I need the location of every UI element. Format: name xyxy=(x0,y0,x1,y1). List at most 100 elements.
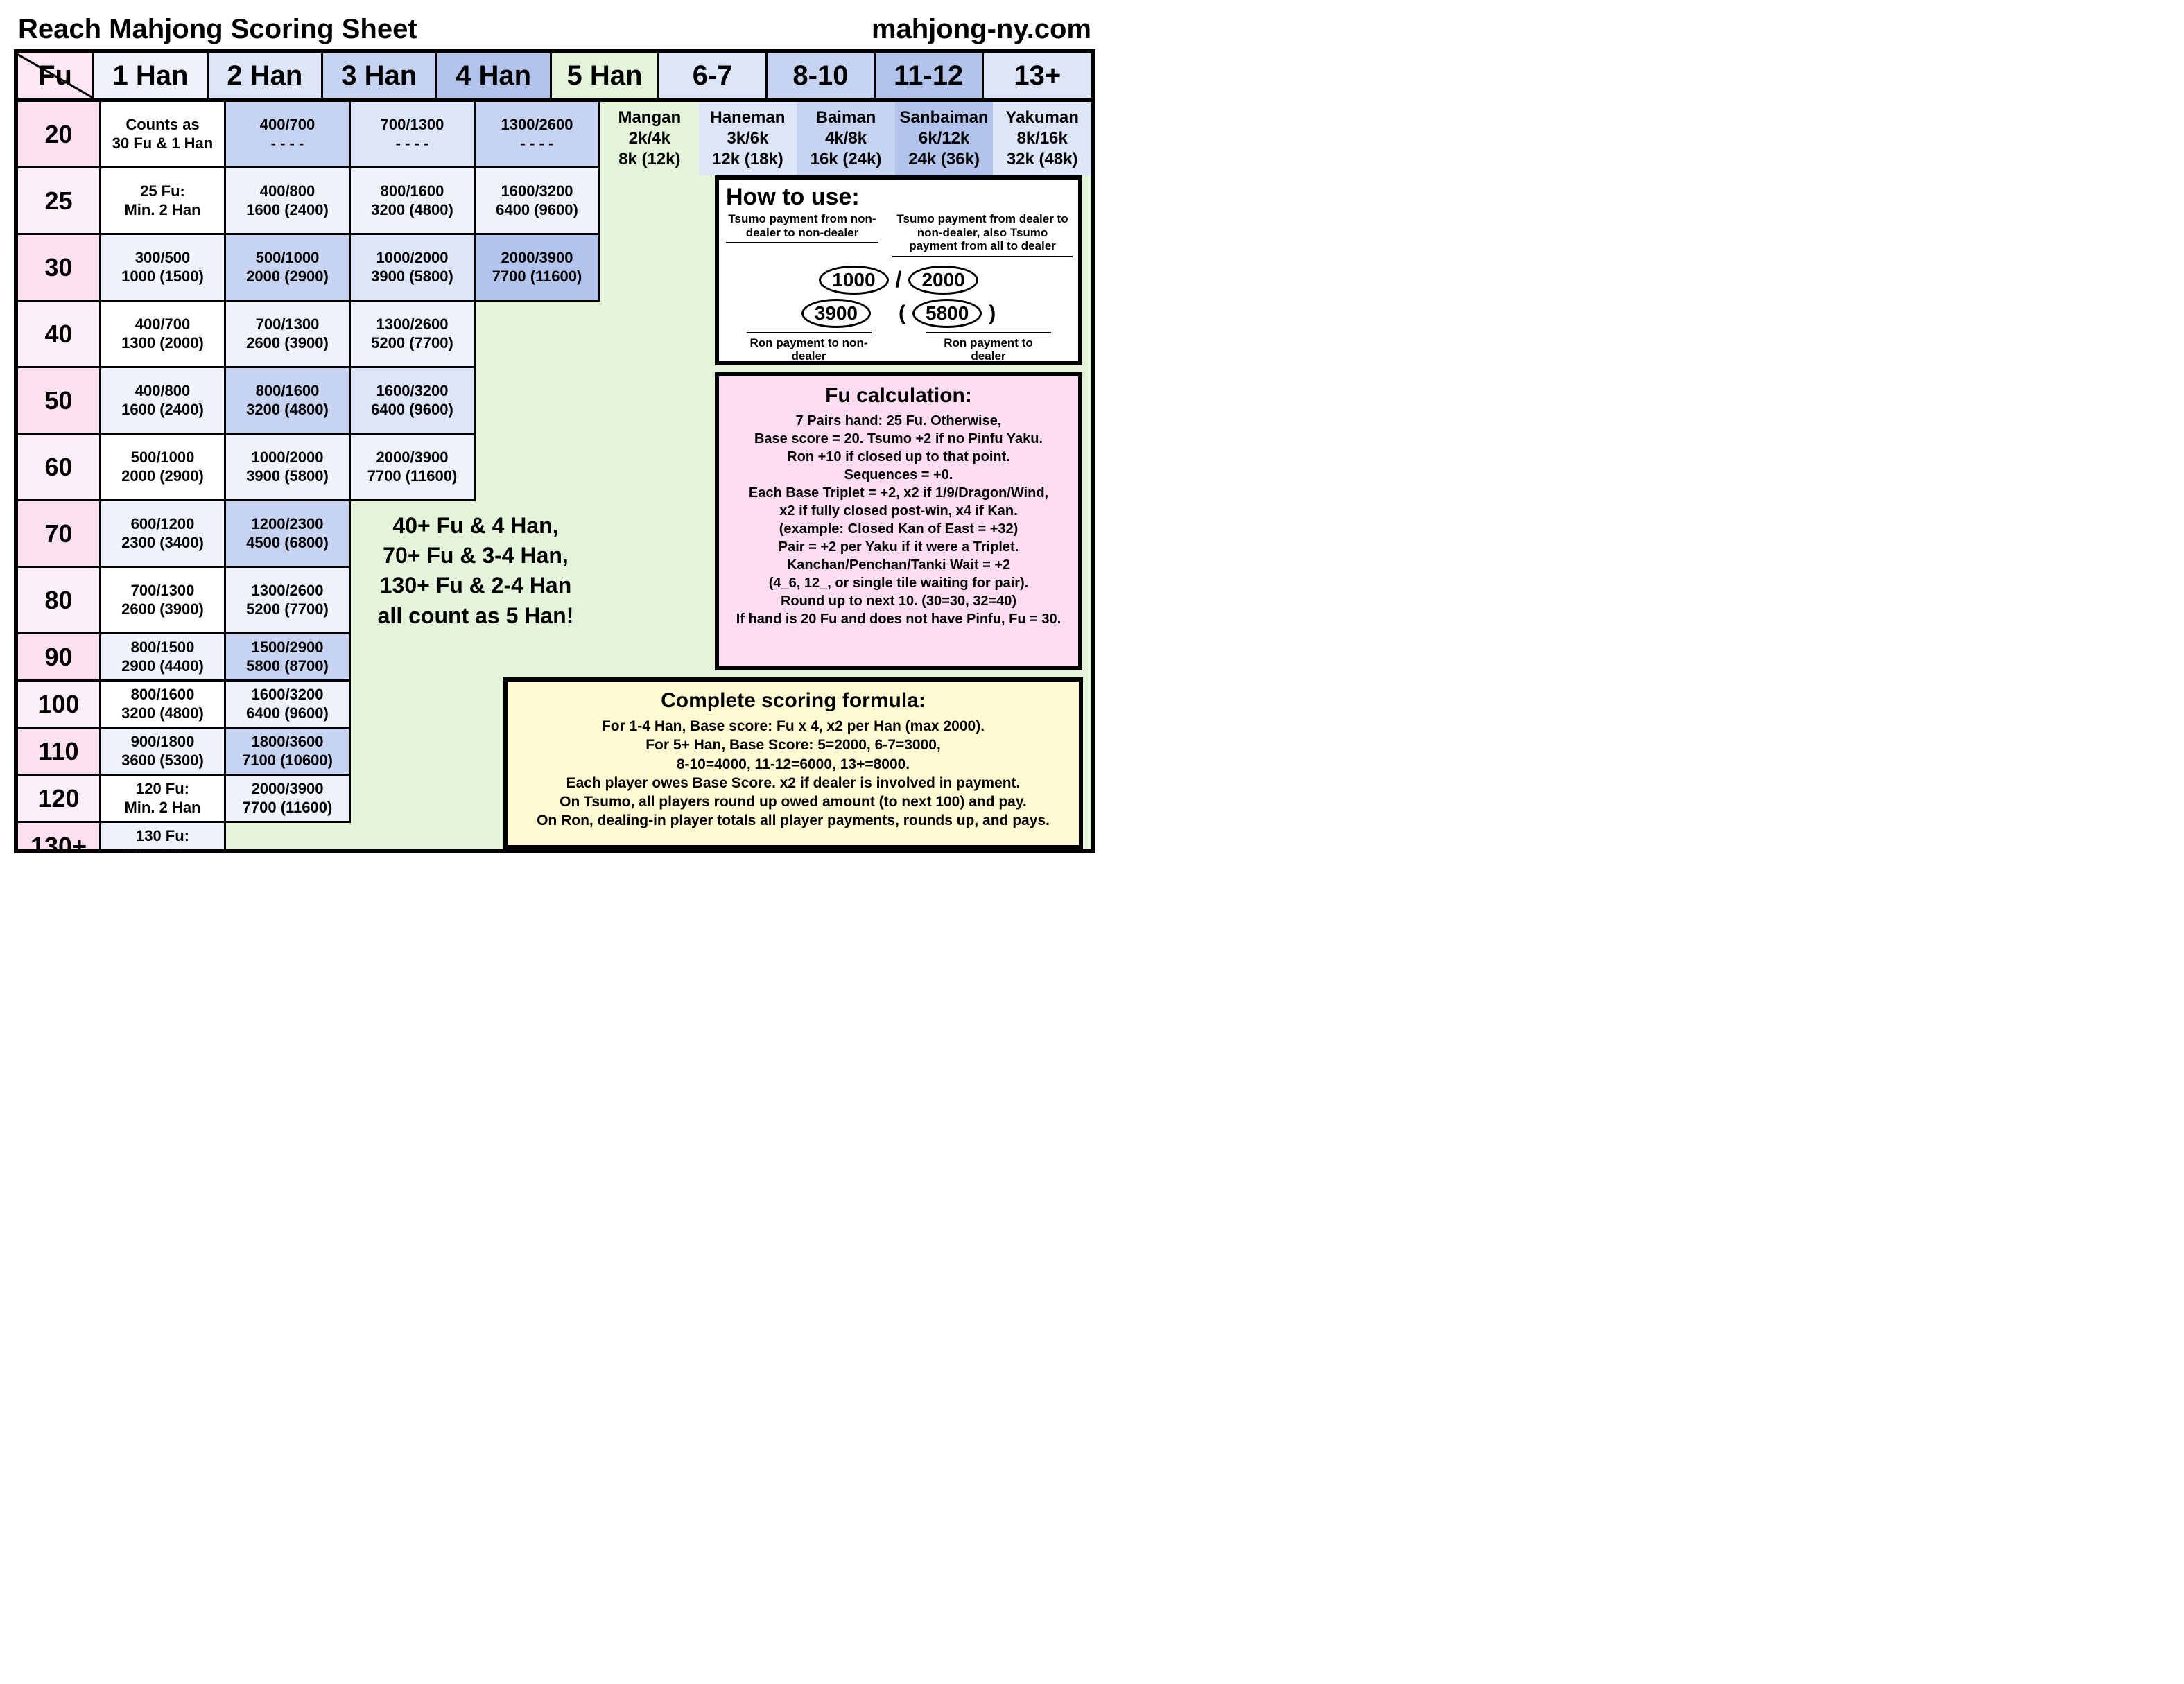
score-cell: 500/10002000 (2900) xyxy=(226,235,351,302)
score-cell: 700/13002600 (3900) xyxy=(101,568,226,634)
howto-title: How to use: xyxy=(726,184,1071,211)
howto-numbers-2: 3900 ( 5800 ) xyxy=(726,299,1071,328)
score-cell: 500/10002000 (2900) xyxy=(101,435,226,501)
howto-bot-right: Ron payment to dealer xyxy=(926,332,1051,363)
big-han-cell: Mangan2k/4k8k (12k) xyxy=(600,102,699,175)
table-row: 20Counts as30 Fu & 1 Han400/700- - - -70… xyxy=(18,102,600,168)
score-cell: 25 Fu:Min. 2 Han xyxy=(101,168,226,235)
fu-calc-line: Pair = +2 per Yaku if it were a Triplet. xyxy=(726,538,1071,556)
empty-cell xyxy=(351,776,476,823)
paren-icon: ) xyxy=(989,302,996,325)
formula-title: Complete scoring formula: xyxy=(514,687,1072,714)
header-big-1: 6-7 xyxy=(659,53,768,102)
page-title: Reach Mahjong Scoring Sheet xyxy=(18,14,417,45)
score-cell: Counts as30 Fu & 1 Han xyxy=(101,102,226,168)
formula-line: 8-10=4000, 11-12=6000, 13+=8000. xyxy=(514,755,1072,774)
fu-calc-line: Kanchan/Penchan/Tanki Wait = +2 xyxy=(726,556,1071,574)
howto-n1: 1000 xyxy=(819,266,888,295)
header-fu: Fu xyxy=(18,53,94,102)
header-han-3: 3 Han xyxy=(323,53,437,102)
fu-label: 100 xyxy=(18,682,101,729)
howto-bot-left: Ron payment to non-dealer xyxy=(747,332,872,363)
score-cell: 1200/23004500 (6800) xyxy=(226,501,351,568)
fu-calc-line: If hand is 20 Fu and does not have Pinfu… xyxy=(726,610,1071,628)
score-cell: 1300/26005200 (7700) xyxy=(226,568,351,634)
table-row: 50400/8001600 (2400)800/16003200 (4800)1… xyxy=(18,368,600,435)
score-cell: 800/16003200 (4800) xyxy=(226,368,351,435)
score-cell: 700/13002600 (3900) xyxy=(226,302,351,368)
howto-col-left: Tsumo payment from non-dealer to non-dea… xyxy=(726,212,878,261)
slash-icon: / xyxy=(896,267,902,293)
score-cell: 800/15002900 (4400) xyxy=(101,634,226,682)
howto-n4: 5800 xyxy=(912,299,982,328)
empty-cell xyxy=(351,682,476,729)
fu-calc-line: x2 if fully closed post-win, x4 if Kan. xyxy=(726,502,1071,520)
header-big-2: 8-10 xyxy=(768,53,876,102)
fu-label: 70 xyxy=(18,501,101,568)
howto-col-right: Tsumo payment from dealer to non-dealer,… xyxy=(892,212,1073,261)
score-cell: 1300/2600- - - - xyxy=(476,102,600,168)
big-han-row: Mangan2k/4k8k (12k)Haneman3k/6k12k (18k)… xyxy=(600,102,1091,175)
score-cell: 1600/32006400 (9600) xyxy=(351,368,476,435)
empty-cell xyxy=(476,302,600,368)
score-cell: 900/18003600 (5300) xyxy=(101,729,226,776)
score-cell: 300/5001000 (1500) xyxy=(101,235,226,302)
score-cell: 400/700- - - - xyxy=(226,102,351,168)
mangan-note: 40+ Fu & 4 Han, 70+ Fu & 3-4 Han, 130+ F… xyxy=(351,511,600,631)
formula-line: For 1-4 Han, Base score: Fu x 4, x2 per … xyxy=(514,717,1072,736)
score-cell: 400/7001300 (2000) xyxy=(101,302,226,368)
score-cell: 1600/32006400 (9600) xyxy=(226,682,351,729)
empty-cell xyxy=(476,368,600,435)
empty-cell xyxy=(476,634,600,682)
fu-calc-line: (4_6, 12_, or single tile waiting for pa… xyxy=(726,574,1071,592)
score-cell: 800/16003200 (4800) xyxy=(101,682,226,729)
paren-icon: ( xyxy=(899,302,905,325)
score-cell: 130 Fu:Min. 2 Han xyxy=(101,823,226,853)
table-row: 40400/7001300 (2000)700/13002600 (3900)1… xyxy=(18,302,600,368)
scoring-sheet: Reach Mahjong Scoring Sheet mahjong-ny.c… xyxy=(14,14,1095,853)
empty-cell xyxy=(476,435,600,501)
score-cell: 1500/29005800 (8700) xyxy=(226,634,351,682)
score-cell: 1600/32006400 (9600) xyxy=(476,168,600,235)
howto-numbers: 1000 / 2000 xyxy=(726,266,1071,295)
table-row: 2525 Fu:Min. 2 Han400/8001600 (2400)800/… xyxy=(18,168,600,235)
score-cell: 400/8001600 (2400) xyxy=(226,168,351,235)
scoring-formula-box: Complete scoring formula: For 1-4 Han, B… xyxy=(503,677,1083,849)
note-line: 70+ Fu & 3-4 Han, xyxy=(351,541,600,571)
header-big-3: 11-12 xyxy=(876,53,984,102)
score-cell: 1000/20003900 (5800) xyxy=(226,435,351,501)
table-row: 60500/10002000 (2900)1000/20003900 (5800… xyxy=(18,435,600,501)
formula-line: Each player owes Base Score. x2 if deale… xyxy=(514,774,1072,792)
note-line: all count as 5 Han! xyxy=(351,601,600,631)
fu-calc-line: Round up to next 10. (30=30, 32=40) xyxy=(726,592,1071,610)
fu-label: 130+ xyxy=(18,823,101,853)
note-line: 130+ Fu & 2-4 Han xyxy=(351,571,600,600)
fu-label: 50 xyxy=(18,368,101,435)
score-cell: 600/12002300 (3400) xyxy=(101,501,226,568)
big-han-cell: Yakuman8k/16k32k (48k) xyxy=(993,102,1091,175)
site-name: mahjong-ny.com xyxy=(872,14,1091,45)
score-cell: 1000/20003900 (5800) xyxy=(351,235,476,302)
fu-calc-line: Sequences = +0. xyxy=(726,466,1071,484)
fu-calc-line: 7 Pairs hand: 25 Fu. Otherwise, xyxy=(726,412,1071,430)
score-cell: 400/8001600 (2400) xyxy=(101,368,226,435)
fu-calc-line: (example: Closed Kan of East = +32) xyxy=(726,520,1071,538)
table-row: 90800/15002900 (4400)1500/29005800 (8700… xyxy=(18,634,600,682)
fu-calc-line: Each Base Triplet = +2, x2 if 1/9/Dragon… xyxy=(726,484,1071,502)
fu-calc-line: Base score = 20. Tsumo +2 if no Pinfu Ya… xyxy=(726,430,1071,448)
formula-line: On Tsumo, all players round up owed amou… xyxy=(514,792,1072,811)
empty-cell xyxy=(351,729,476,776)
fu-label: 30 xyxy=(18,235,101,302)
howto-top-right: Tsumo payment from dealer to non-dealer,… xyxy=(892,212,1073,257)
note-line: 40+ Fu & 4 Han, xyxy=(351,511,600,541)
big-han-cell: Sanbaiman6k/12k24k (36k) xyxy=(895,102,994,175)
fu-label: 120 xyxy=(18,776,101,823)
header-big-0: 5 Han xyxy=(552,53,660,102)
header-han-1: 1 Han xyxy=(94,53,209,102)
score-cell: 2000/39007700 (11600) xyxy=(351,435,476,501)
fu-label: 40 xyxy=(18,302,101,368)
fu-label: 60 xyxy=(18,435,101,501)
fu-label: 90 xyxy=(18,634,101,682)
score-cell: 2000/39007700 (11600) xyxy=(226,776,351,823)
how-to-use-box: How to use: Tsumo payment from non-deale… xyxy=(715,175,1082,365)
